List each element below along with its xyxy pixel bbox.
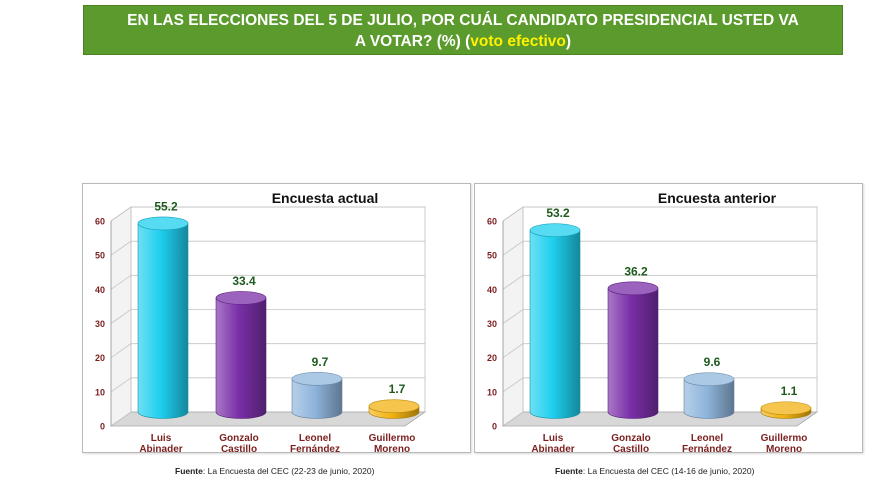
source-text: : La Encuesta del CEC (22-23 de junio, 2… [202,466,375,476]
category-label: Gonzalo [611,433,650,444]
data-label: 1.1 [781,384,798,398]
category-label: Castillo [613,444,649,454]
bar-top [760,401,812,416]
category-label: Leonel [299,433,331,444]
category-label: Moreno [766,444,802,454]
source-label: Fuente [175,466,203,476]
gridline [110,274,425,290]
bar-top [368,399,420,413]
bar [607,281,659,419]
category-label: Fernández [290,444,340,454]
gridline [502,309,817,324]
bar [137,216,189,419]
y-tick-label: 50 [487,251,497,261]
gridline [502,206,817,222]
source-text: : La Encuesta del CEC (14-16 de junio, 2… [582,466,755,476]
title-line-2-prefix: A VOTAR? (%) ( [354,33,471,50]
y-tick-label: 50 [95,251,105,261]
chart-panel-anterior: 0 10 20 30 40 50 60 Encuesta anterior 53.2 Luis Ab… [474,183,863,454]
bar-body [215,297,267,419]
bar-top [529,223,581,238]
bar [529,223,581,419]
data-label: 1.7 [389,382,406,396]
data-label: 33.4 [232,274,256,288]
data-label: 9.6 [704,355,721,369]
bar-top [291,372,343,386]
data-label: 55.2 [154,199,178,213]
category-label: Gonzalo [219,433,258,444]
bar-top [137,216,189,231]
y-tick-label: 0 [492,422,497,432]
chart-title: Encuesta anterior [658,190,777,206]
bar [291,372,343,419]
category-label: Abinader [139,444,182,454]
y-tick-label: 60 [487,217,497,227]
source-note-anterior: Fuente: La Encuesta del CEC (14-16 de ju… [555,466,754,476]
category-label: Fernández [682,444,732,454]
category-label: Luis [543,433,564,444]
gridline [110,343,425,358]
y-tick-label: 20 [95,353,105,363]
data-label: 9.7 [312,355,329,369]
y-tick-label: 30 [95,319,105,329]
gridline [502,343,817,358]
bar [760,401,812,419]
title-highlight: voto efectivo [470,33,566,50]
y-tick-label: 10 [487,387,497,397]
y-tick-label: 20 [487,353,497,363]
data-label: 53.2 [546,206,570,220]
chart-anterior: 0 10 20 30 40 50 60 Encuesta anterior 53.2 LuisAb… [487,190,819,454]
y-tick-label: 60 [95,217,105,227]
gridline [502,240,817,256]
bar-body [137,223,189,419]
bar-top [215,291,267,305]
chart-panel-actual: 0 10 20 30 40 50 60 Encuesta actual 55.2 Luis Abin… [82,183,471,454]
bar [683,372,735,419]
title-line-1: EN LAS ELECCIONES DEL 5 DE JULIO, POR CU… [127,12,799,29]
y-tick-label: 40 [95,285,105,295]
category-label: Moreno [374,444,410,454]
category-label: Abinader [531,444,574,454]
bar-body [607,288,659,419]
bar-body [529,230,581,419]
gridline [110,309,425,324]
bar [368,399,420,419]
y-tick-label: 30 [487,319,497,329]
y-tick-label: 10 [95,387,105,397]
bar-top [683,372,735,386]
title-line-2-suffix: ) [565,33,572,50]
gridline [110,206,425,222]
source-label: Fuente [555,466,583,476]
category-label: Luis [151,433,172,444]
category-label: Leonel [691,433,723,444]
data-label: 36.2 [624,264,648,278]
y-tick-label: 0 [100,422,105,432]
gridline [110,240,425,256]
chart-actual: 0 10 20 30 40 50 60 Encuesta actual 55.2 LuisAbin… [95,190,427,454]
source-note-actual: Fuente: La Encuesta del CEC (22-23 de ju… [175,466,374,476]
bar-top [607,281,659,296]
chart-title: Encuesta actual [272,190,379,206]
gridline [502,274,817,290]
category-label: Castillo [221,444,257,454]
title-line-2: A VOTAR? (%) (voto efectivo) [84,31,842,52]
category-label: Guillermo [369,433,416,444]
title-banner: EN LAS ELECCIONES DEL 5 DE JULIO, POR CU… [83,5,843,55]
y-tick-label: 40 [487,285,497,295]
bar [215,291,267,419]
category-label: Guillermo [761,433,808,444]
